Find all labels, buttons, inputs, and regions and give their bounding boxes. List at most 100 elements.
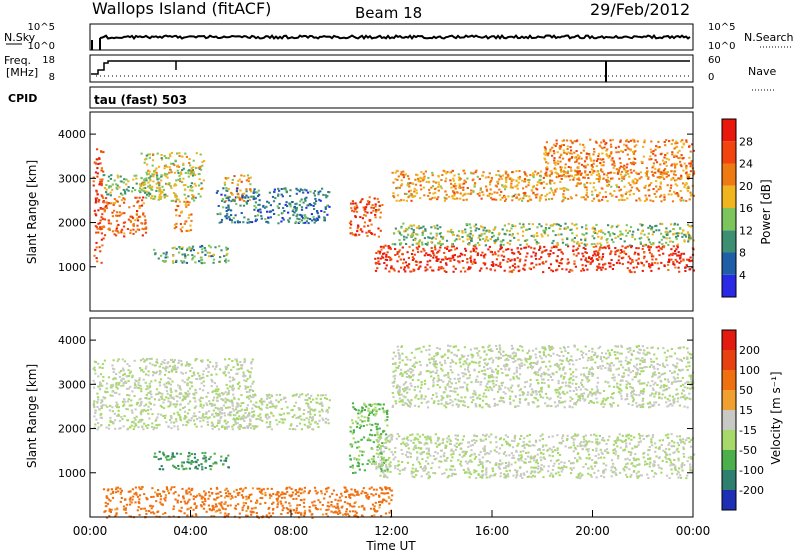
- velocity-echo-cell-r0: [124, 380, 127, 383]
- power-echo-cell-r9: [375, 252, 378, 254]
- power-echo-cell-r3: [160, 195, 163, 198]
- power-echo-cell-r9: [543, 245, 546, 248]
- power-echo-cell-r10: [662, 235, 665, 238]
- power-echo-cell-r0: [93, 209, 96, 212]
- power-echo-cell-r11: [487, 194, 490, 197]
- velocity-echo-cell-r4: [519, 475, 522, 478]
- power-echo-cell-r11: [577, 177, 580, 179]
- velocity-echo-cell-r3: [378, 408, 381, 411]
- power-echo-cell-r11: [677, 193, 680, 196]
- power-echo-cell-r11: [598, 177, 601, 179]
- velocity-echo-cell-r4: [451, 456, 454, 459]
- velocity-echo-cell-r4: [642, 456, 645, 459]
- power-echo-cell-r11: [407, 196, 410, 199]
- power-echo-cell-r10: [445, 239, 449, 242]
- velocity-echo-cell-r0: [177, 359, 180, 362]
- power-echo-cell-r7: [166, 256, 169, 259]
- velocity-echo-cell-r2: [266, 426, 269, 429]
- velocity-echo-cell-r0: [149, 392, 152, 394]
- power-echo-cell-r9: [668, 258, 671, 261]
- power-echo-cell-r6: [268, 210, 271, 213]
- power-echo-cell-r12: [617, 145, 620, 148]
- velocity-echo-cell-r0: [176, 411, 179, 414]
- velocity-echo-cell-r3: [368, 414, 371, 417]
- velocity-echo-cell-r0: [169, 378, 172, 381]
- power-echo-cell-r8: [353, 206, 356, 209]
- power-echo-cell-r11: [682, 182, 685, 185]
- velocity-echo-cell-r0: [115, 386, 118, 389]
- power-echo-cell-r12: [685, 141, 688, 143]
- velocity-echo-cell-r2: [259, 416, 262, 419]
- velocity-echo-cell-r3: [375, 452, 378, 455]
- power-echo-cell-r11: [564, 196, 567, 199]
- power-echo-cell-r2: [105, 191, 108, 194]
- power-echo-cell-r11: [462, 189, 465, 191]
- power-echo-cell-r10: [593, 243, 596, 245]
- velocity-echo-cell-r0: [201, 406, 204, 409]
- velocity-echo-cell-r0: [199, 405, 202, 408]
- power-echo-cell-r10: [410, 233, 413, 236]
- power-echo-cell-r5: [233, 175, 236, 178]
- velocity-echo-cell-r0: [207, 371, 210, 373]
- power-echo-cell-r10: [600, 244, 603, 247]
- power-echo-cell-r9: [445, 263, 448, 266]
- velocity-echo-cell-r0: [100, 399, 103, 402]
- velocity-echo-cell-r2: [257, 414, 260, 417]
- power-echo-cell-r12: [570, 152, 574, 155]
- power-echo-cell-r11: [414, 178, 417, 181]
- power-echo-cell-r10: [597, 235, 600, 238]
- power-echo-cell-r6: [302, 222, 305, 224]
- velocity-echo-cell-r2: [296, 425, 299, 427]
- power-echo-cell-r9: [385, 255, 388, 258]
- power-echo-cell-r10: [482, 237, 485, 240]
- velocity-echo-cell-r4: [523, 473, 526, 476]
- power-echo-cell-r10: [606, 241, 609, 244]
- power-echo-cell-r12: [645, 174, 648, 177]
- velocity-echo-cell-r0: [122, 384, 125, 387]
- power-echo-cell-r1: [129, 232, 132, 235]
- power-echo-cell-r12: [605, 153, 608, 156]
- power-echo-cell-r11: [532, 176, 535, 179]
- power-echo-cell-r5: [239, 189, 242, 192]
- power-echo-cell-r11: [569, 196, 572, 199]
- power-echo-cell-r10: [674, 232, 677, 235]
- power-echo-cell-r9: [560, 251, 563, 254]
- velocity-echo-cell-r0: [155, 388, 159, 391]
- velocity-echo-cell-r0: [123, 372, 126, 375]
- power-echo-cell-r9: [390, 265, 393, 268]
- power-echo-cell-r10: [660, 222, 663, 225]
- velocity-echo-cell-r3: [382, 403, 385, 406]
- velocity-echo-cell-r0: [104, 404, 107, 407]
- velocity-echo-cell-r0: [170, 370, 173, 373]
- power-echo-cell-r10: [468, 235, 471, 238]
- velocity-echo-cell-r1: [176, 452, 179, 455]
- power-echo-cell-r9: [598, 249, 601, 252]
- power-echo-cell-r6: [252, 190, 256, 193]
- velocity-echo-cell-r0: [145, 424, 148, 427]
- power-echo-cell-r9: [591, 260, 594, 263]
- power-echo-cell-r9: [549, 263, 553, 266]
- power-echo-cell-r9: [377, 250, 380, 253]
- power-echo-cell-r11: [499, 175, 502, 178]
- velocity-echo-cell-r0: [111, 406, 114, 409]
- power-echo-cell-r3: [163, 196, 166, 199]
- power-echo-cell-r9: [412, 249, 415, 252]
- velocity-echo-cell-r0: [111, 390, 114, 393]
- velocity-echo-cell-r0: [101, 363, 104, 366]
- velocity-echo-cell-r2: [280, 418, 283, 420]
- velocity-echo-cell-r1: [194, 465, 198, 468]
- power-echo-cell-r2: [123, 190, 127, 193]
- power-echo-cell-r10: [599, 242, 602, 245]
- power-echo-cell-r1: [120, 199, 123, 202]
- velocity-echo-cell-r0: [194, 400, 197, 403]
- power-echo-cell-r11: [532, 172, 535, 175]
- power-echo-cell-r12: [658, 168, 661, 170]
- velocity-echo-cell-r1: [186, 461, 189, 464]
- velocity-echo-cell-r4: [454, 434, 457, 437]
- power-echo-cell-r11: [591, 200, 594, 202]
- power-echo-cell-r9: [530, 246, 533, 249]
- velocity-echo-cell-r1: [196, 467, 199, 470]
- velocity-echo-cell-r2: [312, 409, 315, 412]
- power-echo-cell-r6: [319, 199, 322, 202]
- power-echo-cell-r12: [559, 145, 562, 148]
